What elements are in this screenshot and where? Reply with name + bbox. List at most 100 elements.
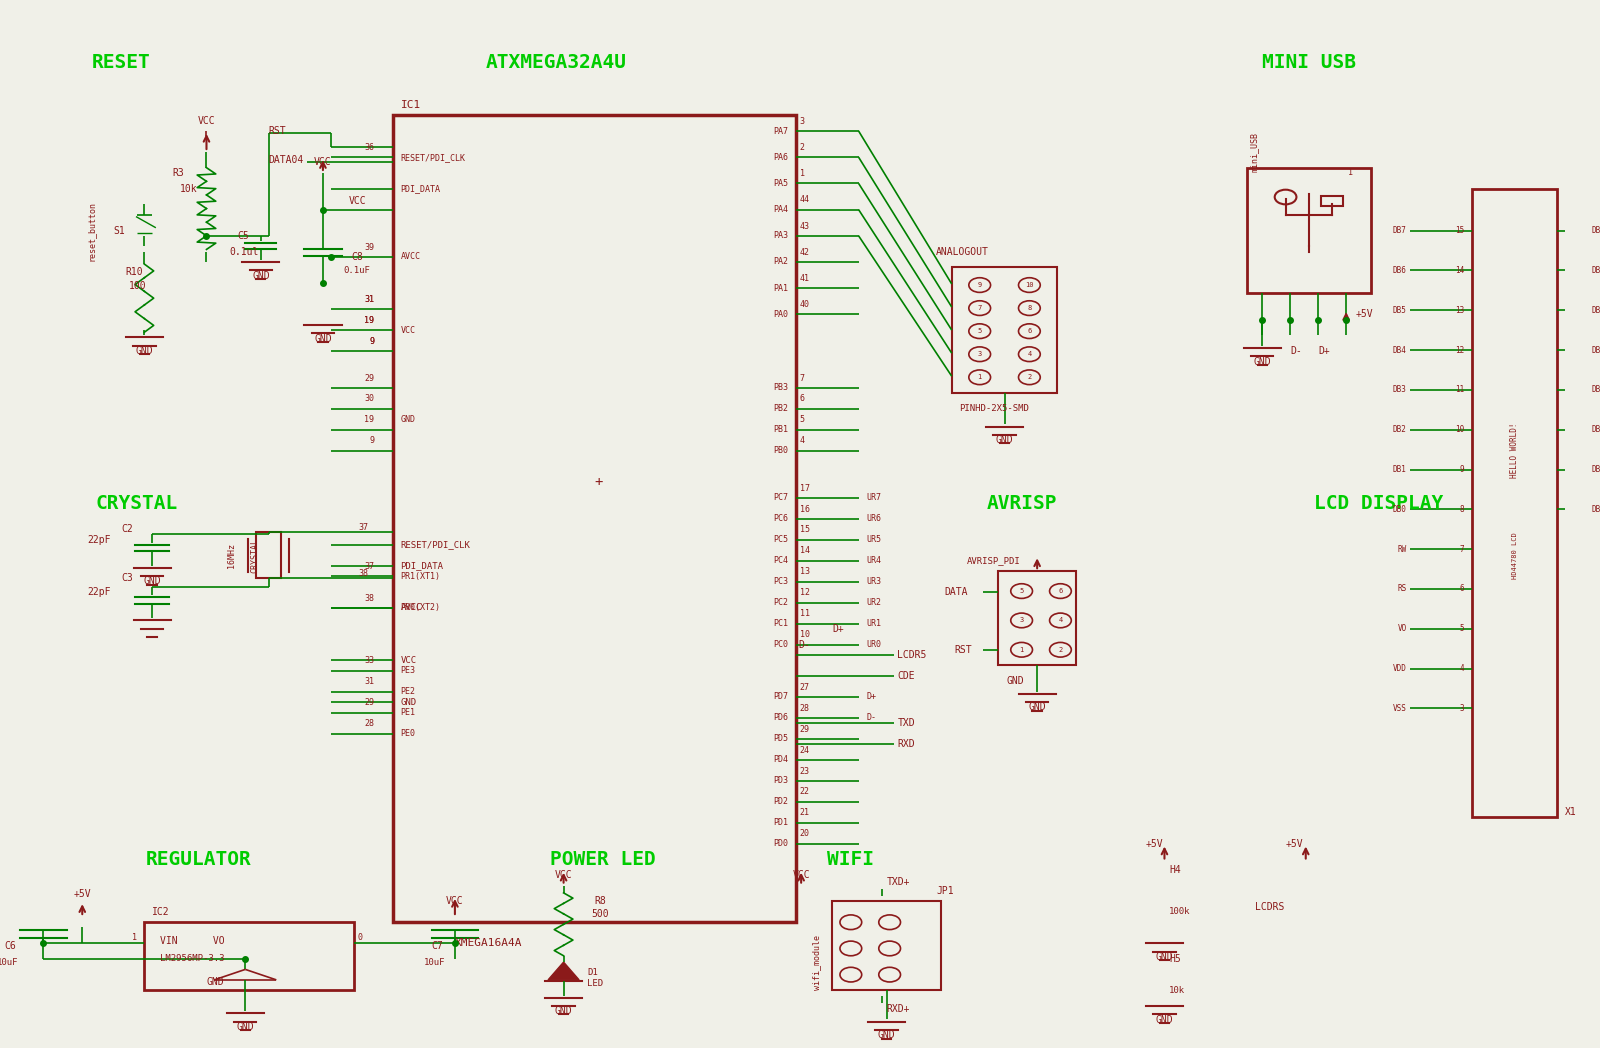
Text: D1: D1	[587, 968, 598, 977]
Text: PA3: PA3	[774, 232, 789, 240]
Text: 12: 12	[1454, 346, 1464, 354]
Text: IC2: IC2	[152, 907, 170, 917]
Text: D-: D-	[1290, 346, 1302, 356]
Text: 19: 19	[365, 315, 374, 325]
Text: 22pF: 22pF	[86, 587, 110, 597]
Text: 14: 14	[800, 546, 810, 555]
Text: R10: R10	[126, 267, 144, 278]
Text: PC1: PC1	[774, 619, 789, 628]
Text: 100: 100	[130, 281, 147, 291]
Text: 10: 10	[1026, 282, 1034, 288]
Text: 9: 9	[370, 336, 374, 346]
Text: UR7: UR7	[866, 494, 882, 502]
Text: CRYSTAL: CRYSTAL	[96, 494, 178, 512]
Text: RS: RS	[1397, 585, 1406, 593]
Text: PE3: PE3	[400, 667, 416, 675]
Text: 1: 1	[131, 934, 136, 942]
Text: 100k: 100k	[1170, 908, 1190, 916]
Text: IC1: IC1	[400, 100, 421, 110]
Text: PA1: PA1	[774, 284, 789, 292]
Bar	[832, 901, 941, 990]
Text: 29: 29	[365, 373, 374, 383]
Text: C8: C8	[350, 252, 363, 262]
Text: 16MHz: 16MHz	[227, 543, 235, 568]
Text: GND: GND	[995, 435, 1013, 445]
Text: PB3: PB3	[774, 384, 789, 392]
Text: 39: 39	[365, 242, 374, 252]
Text: PB1: PB1	[774, 425, 789, 434]
Text: 31: 31	[365, 294, 374, 304]
Text: GND: GND	[878, 1030, 896, 1041]
Text: D-: D-	[866, 714, 877, 722]
Text: 22pF: 22pF	[86, 534, 110, 545]
Text: 38: 38	[365, 593, 374, 603]
Text: PD2: PD2	[774, 798, 789, 806]
Text: 9: 9	[1459, 465, 1464, 474]
Text: PDI_DATA: PDI_DATA	[400, 562, 443, 570]
Text: 5: 5	[800, 415, 805, 424]
Text: TXD+: TXD+	[886, 877, 910, 888]
Text: DB5: DB5	[1394, 306, 1406, 314]
Text: CDE: CDE	[898, 671, 915, 681]
Text: RW: RW	[1397, 545, 1406, 553]
Text: PC2: PC2	[774, 598, 789, 607]
Text: 13: 13	[800, 567, 810, 576]
Text: VCC: VCC	[400, 326, 416, 334]
Text: 28: 28	[365, 719, 374, 728]
Text: GND: GND	[555, 1006, 573, 1017]
Text: AVRISP_PDI: AVRISP_PDI	[968, 556, 1021, 565]
Text: WIFI: WIFI	[827, 850, 874, 869]
Text: VIN      VO: VIN VO	[160, 936, 224, 946]
Text: 9: 9	[370, 436, 374, 445]
Text: 31: 31	[365, 294, 374, 304]
Text: DATA: DATA	[944, 587, 968, 597]
Text: 4: 4	[1058, 617, 1062, 624]
Text: 7: 7	[978, 305, 982, 311]
Text: 5: 5	[1459, 625, 1464, 633]
Text: GND: GND	[1006, 676, 1024, 686]
Text: 4: 4	[1027, 351, 1032, 357]
Text: DB0: DB0	[1394, 505, 1406, 514]
Bar	[998, 571, 1075, 665]
Text: +5V: +5V	[1285, 838, 1302, 849]
Text: PE2: PE2	[400, 687, 416, 696]
Text: DB2: DB2	[1394, 425, 1406, 434]
Text: 12: 12	[800, 588, 810, 597]
Text: 3: 3	[1019, 617, 1024, 624]
Text: PE1: PE1	[400, 708, 416, 717]
Text: LCDR5: LCDR5	[898, 650, 926, 660]
Text: 10: 10	[1454, 425, 1464, 434]
Text: RESET/PDI_CLK: RESET/PDI_CLK	[400, 541, 470, 549]
Text: PA4: PA4	[774, 205, 789, 214]
Text: DB4: DB4	[1394, 346, 1406, 354]
Text: 3: 3	[978, 351, 982, 357]
Text: 37: 37	[358, 523, 368, 531]
Text: PD3: PD3	[774, 777, 789, 785]
Text: DB1: DB1	[1592, 465, 1600, 474]
Text: C3: C3	[122, 573, 133, 584]
Text: VCC: VCC	[314, 157, 331, 168]
Text: 10k: 10k	[1170, 986, 1186, 995]
Text: DB3: DB3	[1592, 386, 1600, 394]
Text: UR4: UR4	[866, 556, 882, 565]
Text: RESET: RESET	[91, 53, 150, 72]
Text: GND: GND	[400, 698, 416, 706]
Text: GND: GND	[237, 1022, 254, 1032]
Text: R3: R3	[173, 168, 184, 178]
Text: PA6: PA6	[774, 153, 789, 161]
Text: PD6: PD6	[774, 714, 789, 722]
Text: 9: 9	[978, 282, 982, 288]
Text: PC7: PC7	[774, 494, 789, 502]
Text: PA5: PA5	[774, 179, 789, 188]
Text: VCC: VCC	[400, 656, 416, 664]
Text: AVRISP: AVRISP	[986, 494, 1058, 512]
Text: 19: 19	[365, 415, 374, 424]
Text: +: +	[595, 475, 603, 489]
Text: 19: 19	[365, 315, 374, 325]
Text: 0.1ul: 0.1ul	[230, 246, 259, 257]
Text: 15: 15	[800, 525, 810, 534]
Text: PA7: PA7	[774, 127, 789, 135]
Text: PR1(XT1): PR1(XT1)	[400, 572, 440, 581]
Text: 40: 40	[800, 300, 810, 309]
Text: PB2: PB2	[774, 405, 789, 413]
